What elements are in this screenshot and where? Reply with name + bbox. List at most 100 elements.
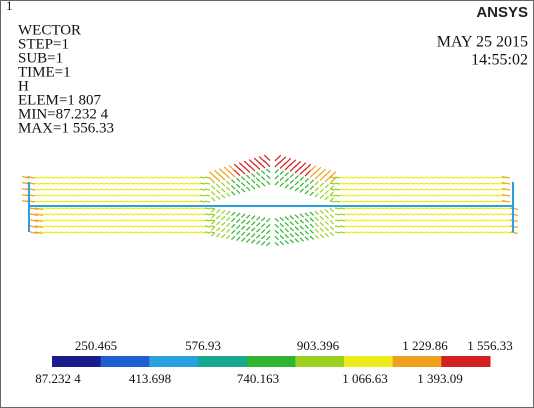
vector-arrow <box>444 219 451 222</box>
vector-arrow <box>39 213 46 216</box>
vector-arrow <box>184 176 191 179</box>
vector-arrow <box>189 188 196 191</box>
vector-arrow <box>474 200 481 203</box>
vector-arrow <box>384 182 391 185</box>
vector-arrow <box>124 182 131 185</box>
vector-arrow <box>294 166 302 174</box>
vector-arrow <box>459 176 466 179</box>
vector-arrow <box>274 241 280 247</box>
vector-arrow <box>34 176 41 179</box>
vector-arrow <box>94 231 101 234</box>
vector-arrow <box>230 235 236 241</box>
vector-arrow <box>484 213 491 216</box>
vector-arrow <box>399 182 406 185</box>
vector-arrow <box>469 176 476 179</box>
vector-arrow <box>210 220 216 225</box>
vector-arrow <box>364 225 371 228</box>
vector-arrow <box>344 182 351 185</box>
vector-arrow <box>129 176 136 179</box>
vector-arrow <box>235 189 241 195</box>
vector-arrow <box>479 231 486 234</box>
vector-arrow <box>79 213 86 216</box>
vector-arrow <box>409 182 416 185</box>
vector-arrow <box>39 176 46 179</box>
vector-arrow <box>240 231 246 236</box>
vector-arrow <box>204 182 211 185</box>
vector-arrow <box>114 213 121 216</box>
vector-arrow <box>309 217 315 222</box>
vector-arrow <box>434 182 441 185</box>
vector-arrow <box>99 194 106 197</box>
vector-arrow <box>240 237 246 242</box>
vector-arrow <box>208 171 216 178</box>
vector-arrow <box>215 227 221 232</box>
vector-arrow <box>255 228 261 233</box>
vector-arrow <box>304 212 310 217</box>
vector-arrow <box>284 222 290 227</box>
vector-arrow <box>394 188 401 191</box>
vector-arrow <box>369 207 376 210</box>
vector-arrow <box>235 236 241 241</box>
vector-arrow <box>374 176 381 179</box>
vector-arrow <box>334 213 341 216</box>
vector-arrow <box>54 207 61 210</box>
vector-arrow <box>399 200 406 203</box>
vector-arrow <box>79 176 86 179</box>
vector-arrow <box>304 169 312 177</box>
vector-arrow <box>339 213 346 216</box>
vector-arrow <box>349 231 356 234</box>
vector-arrow <box>29 225 38 228</box>
vector-arrow <box>139 213 146 216</box>
vector-arrow <box>84 213 91 216</box>
info-line: WECTOR <box>18 22 81 38</box>
vector-arrow <box>374 231 381 234</box>
vector-arrow <box>284 177 290 183</box>
vector-arrow <box>384 231 391 234</box>
vector-arrow <box>34 231 43 234</box>
vector-arrow <box>334 207 341 210</box>
vector-arrow <box>169 188 176 191</box>
vector-arrow <box>235 183 241 189</box>
vector-arrow <box>454 200 461 203</box>
vector-arrow <box>129 200 136 203</box>
vector-arrow <box>265 230 271 235</box>
vector-arrow <box>464 207 471 210</box>
vector-arrow <box>74 219 81 222</box>
vector-arrow <box>134 176 141 179</box>
vector-arrow <box>144 182 151 185</box>
vector-arrow <box>409 207 416 210</box>
vector-arrow <box>464 200 471 203</box>
vector-arrow <box>459 188 466 191</box>
vector-arrow <box>139 182 146 185</box>
vector-arrow <box>339 182 346 185</box>
vector-arrow <box>454 219 461 222</box>
vector-arrow <box>394 213 401 216</box>
vector-arrow <box>114 194 121 197</box>
vector-arrow <box>369 194 376 197</box>
vector-arrow <box>164 176 171 179</box>
vector-arrow <box>109 219 116 222</box>
vector-arrow <box>220 182 226 187</box>
vector-arrow <box>263 154 271 162</box>
vector-arrow <box>225 180 231 186</box>
vector-arrow <box>414 200 421 203</box>
legend-label: 1 229.86 <box>402 338 448 353</box>
vector-arrow <box>169 231 176 234</box>
vector-arrow <box>409 213 416 216</box>
vector-arrow <box>184 207 191 210</box>
vector-arrow <box>225 192 231 198</box>
vector-arrow <box>184 231 191 234</box>
vector-arrow <box>144 213 151 216</box>
vector-arrow <box>364 219 371 222</box>
vector-arrow <box>194 225 201 228</box>
vector-arrow <box>294 238 300 243</box>
vector-arrow <box>354 188 361 191</box>
vector-arrow <box>250 227 256 232</box>
vector-arrow <box>159 200 166 203</box>
vector-arrow <box>384 225 391 228</box>
vector-arrow <box>289 227 295 232</box>
vector-arrow <box>374 194 381 197</box>
vector-arrow <box>474 182 481 185</box>
vector-arrow <box>279 162 287 169</box>
vector-arrow <box>334 188 341 191</box>
